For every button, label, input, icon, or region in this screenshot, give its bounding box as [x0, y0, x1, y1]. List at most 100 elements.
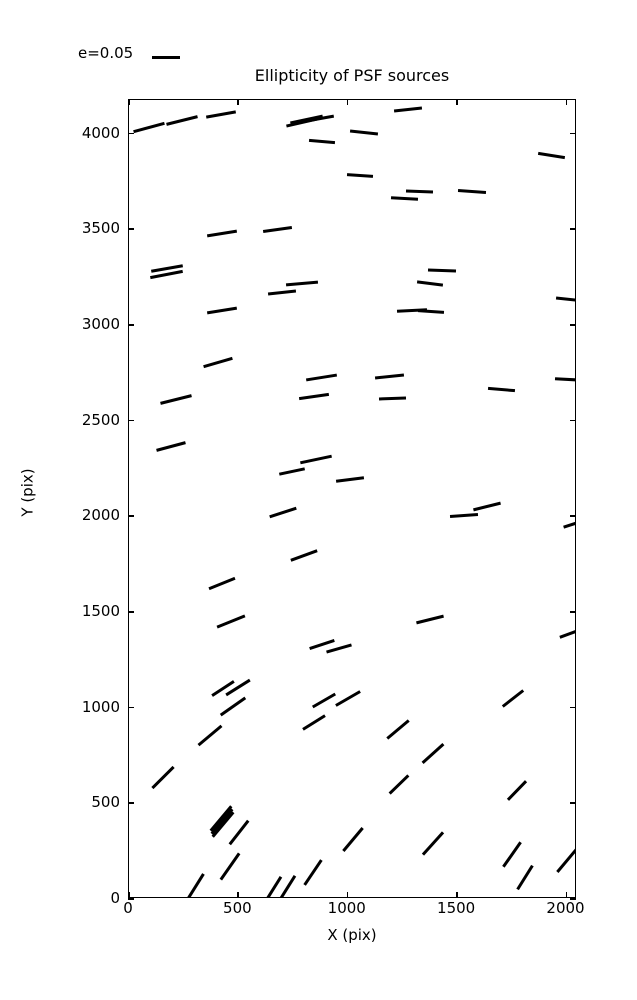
whisker-segment — [350, 129, 379, 136]
whisker-segment — [555, 848, 575, 874]
whisker-segment — [507, 780, 528, 802]
whisker-segment — [386, 719, 410, 740]
whisker-segment — [537, 152, 565, 160]
whisker-segment — [555, 296, 575, 303]
whisker-segment — [346, 173, 373, 179]
whisker-segment — [206, 306, 238, 315]
x-axis-tick — [346, 892, 349, 898]
x-axis-tick — [237, 892, 239, 898]
whisker-segment — [300, 455, 332, 465]
whisker-segment — [449, 512, 478, 518]
whisker-segment — [302, 713, 326, 731]
y-axis-tick-label: 4000 — [81, 123, 120, 142]
legend-scale-line-icon — [152, 56, 180, 59]
whisker-segment — [290, 549, 318, 562]
whisker-segment — [303, 858, 323, 886]
y-axis-tick — [570, 706, 576, 709]
whisker-segment — [421, 743, 445, 765]
x-axis-tick — [565, 99, 567, 105]
whisker-segment — [278, 467, 305, 476]
whisker-segment — [458, 188, 487, 194]
whisker-segment — [516, 865, 534, 891]
y-axis-tick — [570, 515, 576, 517]
y-axis-tick — [128, 706, 134, 709]
whisker-segment — [554, 377, 575, 382]
x-axis-tick-label: 0 — [123, 899, 133, 917]
y-axis-tick — [128, 898, 134, 900]
whisker-segment — [285, 280, 318, 287]
whisker-segment — [391, 196, 419, 201]
whisker-segment — [219, 696, 247, 717]
whisker-segment — [335, 475, 365, 483]
whisker-segment — [406, 189, 434, 194]
y-axis-tick — [570, 132, 576, 135]
y-axis-tick — [570, 611, 576, 613]
y-axis-tick — [128, 611, 134, 613]
whisker-segment — [559, 625, 575, 639]
y-axis-tick-label: 500 — [91, 793, 120, 812]
y-axis-tick — [128, 132, 134, 135]
y-axis-tick-label: 1000 — [81, 697, 120, 716]
x-axis-tick — [456, 99, 458, 105]
whisker-segment — [427, 268, 456, 273]
page-title: Ellipticity of PSF sources — [254, 66, 450, 85]
whisker-segment — [374, 373, 404, 380]
x-axis-tick — [128, 892, 130, 898]
whisker-segment — [501, 688, 525, 708]
whisker-segment — [132, 122, 165, 134]
x-axis-tick-label: 500 — [223, 899, 252, 917]
whisker-segment — [205, 110, 236, 119]
whisker-segment — [472, 501, 501, 512]
x-axis-tick — [237, 99, 239, 105]
whisker-segment — [269, 506, 297, 519]
legend-label: e=0.05 — [78, 44, 134, 62]
whisker-segment — [563, 517, 575, 529]
y-axis-tick — [128, 419, 134, 422]
whisker-segment — [379, 396, 407, 401]
y-axis-tick — [570, 419, 576, 422]
whisker-segment — [311, 693, 336, 709]
y-axis-tick-label: 1500 — [81, 602, 120, 620]
whisker-segment — [501, 840, 522, 868]
y-axis-tick-label: 0 — [110, 889, 120, 907]
whisker-segment — [326, 643, 352, 654]
whisker-segment — [219, 852, 241, 881]
whisker-segment — [416, 280, 443, 287]
y-axis-tick — [128, 515, 134, 517]
whisker-segment — [268, 289, 297, 296]
whisker-segment — [305, 373, 338, 382]
y-axis-tick — [570, 802, 576, 804]
whisker-segment — [393, 106, 422, 113]
x-axis-tick — [565, 892, 567, 898]
whisker-segment — [229, 820, 250, 846]
whisker-segment — [334, 689, 361, 707]
x-axis-tick — [346, 99, 349, 105]
x-axis-tick — [456, 892, 458, 898]
x-axis-tick-label: 1500 — [437, 899, 476, 917]
y-axis-tick-label: 2500 — [81, 410, 120, 429]
whisker-segment — [151, 765, 175, 790]
y-axis-tick — [128, 228, 134, 230]
whisker-segment — [184, 873, 205, 897]
y-axis-tick-label: 3500 — [81, 219, 120, 238]
x-axis-tick — [128, 99, 130, 105]
y-axis-tick — [570, 324, 576, 326]
whisker-segment — [160, 394, 192, 405]
whisker-segment — [208, 576, 236, 590]
whisker-segment — [415, 614, 444, 625]
y-axis-tick-label: 2000 — [81, 506, 120, 525]
whisker-segment — [298, 393, 329, 401]
whisker-segment — [308, 138, 335, 144]
whisker-segment — [165, 114, 198, 126]
whisker-segment — [206, 229, 238, 237]
whisker-segment — [488, 386, 516, 392]
whisker-segment — [388, 774, 410, 795]
whisker-segment — [263, 225, 293, 233]
y-axis-tick — [128, 802, 134, 804]
y-axis-tick-label: 3000 — [81, 315, 120, 333]
whisker-segment — [342, 827, 365, 853]
y-axis-tick — [570, 228, 576, 230]
whisker-segment — [421, 831, 445, 856]
whisker-segment — [417, 309, 444, 315]
